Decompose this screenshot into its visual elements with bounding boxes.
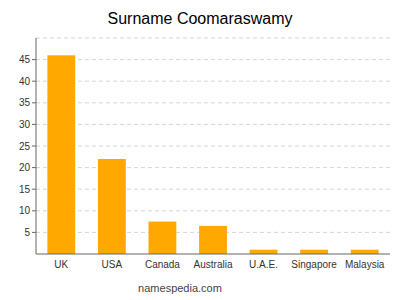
y-tick xyxy=(32,210,36,211)
grid-line xyxy=(36,59,390,60)
y-tick xyxy=(32,189,36,190)
title: Surname Coomaraswamy xyxy=(108,10,293,27)
grid-line xyxy=(36,146,390,147)
grid-line xyxy=(36,81,390,82)
y-tick xyxy=(32,81,36,82)
y-tick-label: 30 xyxy=(19,119,31,130)
x-tick-label: Singapore xyxy=(291,259,337,270)
y-tick-label: 25 xyxy=(19,141,31,152)
y-tick xyxy=(32,146,36,147)
y-tick-label: 5 xyxy=(24,227,30,238)
bar xyxy=(98,159,126,254)
bar xyxy=(351,250,379,254)
y-tick xyxy=(32,124,36,125)
chart-svg: 5 10 15 20 25 30 35 40 45 UK USA Canada Australia U.A… xyxy=(0,0,400,300)
bars xyxy=(47,55,378,254)
x-axis-line xyxy=(36,254,390,255)
x-tick-label: USA xyxy=(102,259,123,270)
range-top-line xyxy=(36,38,390,39)
y-tick-label: 15 xyxy=(19,184,31,195)
x-tick-label: Australia xyxy=(194,259,233,270)
y-tick-label: 40 xyxy=(19,76,31,87)
grid-line xyxy=(36,189,390,190)
footer-text: namespedia.com xyxy=(138,282,222,294)
y-tick xyxy=(32,167,36,168)
bar xyxy=(199,226,227,254)
bar xyxy=(47,55,75,254)
grid xyxy=(36,38,390,232)
grid-line xyxy=(36,210,390,211)
bar xyxy=(250,250,278,254)
chart-container: 5 10 15 20 25 30 35 40 45 UK USA Canada Australia U.A… xyxy=(0,0,400,300)
x-tick-label: Malaysia xyxy=(345,259,385,270)
y-tick-label: 35 xyxy=(19,97,31,108)
y-tick-label: 10 xyxy=(19,205,31,216)
x-tick-label: Canada xyxy=(145,259,180,270)
grid-line xyxy=(36,102,390,103)
x-tick-label: U.A.E. xyxy=(249,259,278,270)
y-tick xyxy=(32,102,36,103)
x-tick-label: UK xyxy=(54,259,68,270)
grid-line xyxy=(36,167,390,168)
bar xyxy=(149,222,177,254)
grid-line xyxy=(36,124,390,125)
y-axis-line xyxy=(36,38,37,254)
y-tick xyxy=(32,232,36,233)
bar xyxy=(300,250,328,254)
y-tick-label: 20 xyxy=(19,162,31,173)
y-tick-label: 45 xyxy=(19,54,31,65)
y-tick xyxy=(32,59,36,60)
